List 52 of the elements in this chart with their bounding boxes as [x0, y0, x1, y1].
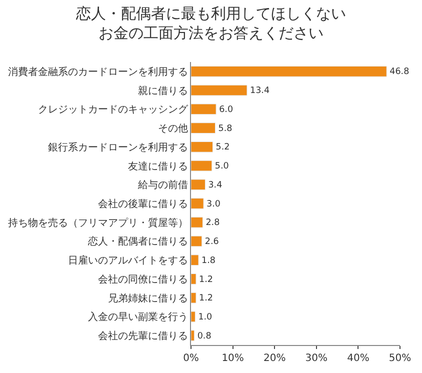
y-tick-label: 入金の早い副業を行う [88, 311, 188, 324]
chart-title: 恋人・配偶者に最も利用してほしくないお金の工面方法をお答えください [75, 4, 346, 42]
bar [191, 141, 213, 152]
bar [191, 216, 203, 228]
bar [191, 122, 216, 134]
bar [191, 292, 196, 304]
bar [191, 160, 212, 172]
bar [191, 179, 206, 190]
data-label: 5.8 [218, 124, 232, 134]
data-label: 5.0 [214, 162, 229, 172]
y-tick-label: その他 [158, 122, 188, 135]
data-label: 13.4 [250, 86, 270, 96]
y-tick-label: 消費者金融系のカードローンを利用する [8, 66, 188, 78]
data-label: 46.8 [390, 67, 410, 78]
bar [191, 254, 199, 266]
data-label: 1.8 [202, 256, 216, 266]
bar [191, 198, 204, 209]
x-tick-label: 0% [183, 353, 199, 364]
y-tick-label: 持ち物を売る（フリマアプリ・質屋等） [8, 216, 188, 229]
bar [191, 311, 196, 322]
y-tick-label: クレジットカードのキャッシング [38, 104, 189, 116]
x-tick-label: 40% [347, 353, 370, 364]
y-tick-label: 友達に借りる [128, 160, 188, 172]
x-tick-label: 10% [222, 353, 244, 364]
y-tick-label: 銀行系カードローンを利用する [48, 141, 188, 154]
data-label: 3.4 [208, 180, 223, 190]
data-label: 3.0 [206, 199, 221, 210]
data-label: 2.8 [206, 218, 220, 228]
bar [191, 66, 387, 77]
data-label: 1.0 [198, 312, 212, 322]
bar [191, 330, 195, 342]
data-label: 0.8 [197, 331, 212, 342]
bar [191, 104, 216, 115]
x-tick-label: 20% [263, 353, 286, 364]
y-tick-label: 恋人・配偶者に借りる [87, 236, 188, 248]
y-tick-label: 会社の先輩に借りる [98, 330, 188, 342]
y-tick-label: 親に借りる [138, 84, 188, 97]
data-label: 1.2 [199, 294, 213, 304]
data-label: 6.0 [219, 104, 234, 115]
y-tick-label: 会社の同僚に借りる [98, 273, 188, 286]
x-tick-label: 30% [305, 353, 328, 364]
bar [191, 84, 248, 96]
bar [191, 274, 196, 284]
y-tick-label: 会社の後輩に借りる [98, 198, 188, 210]
data-label: 1.2 [199, 274, 213, 285]
y-tick-label: 給与の前借 [137, 179, 188, 192]
y-tick-label: 兄弟姉妹に借りる [108, 292, 188, 304]
data-label: 2.6 [204, 237, 220, 248]
x-tick-label: 50% [388, 353, 412, 364]
data-label: 5.2 [216, 142, 230, 153]
bar [191, 236, 202, 247]
y-tick-label: 日雇いのアルバイトをする [68, 254, 188, 267]
